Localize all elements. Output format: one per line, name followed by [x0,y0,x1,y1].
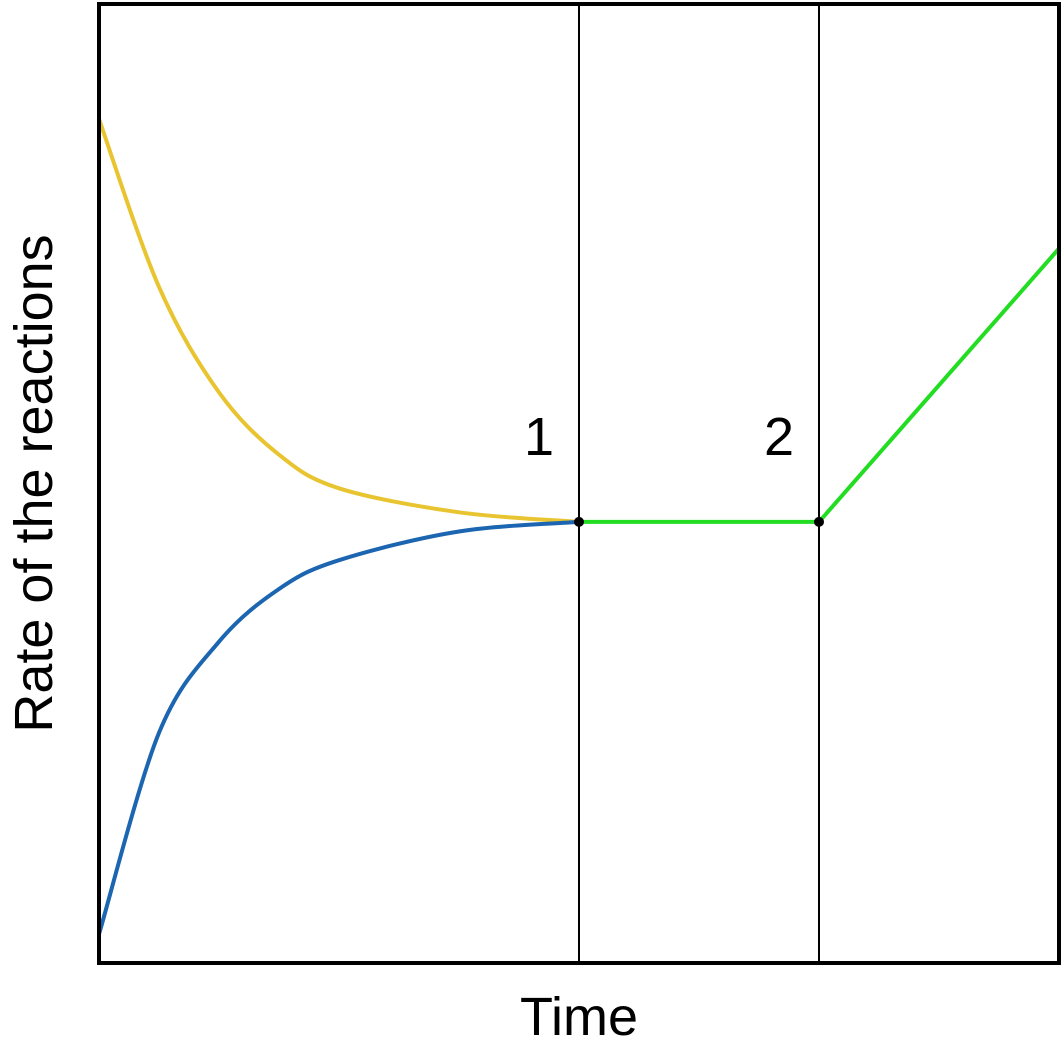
y-axis-label: Rate of the reactions [4,234,64,732]
marker-point-2 [814,516,824,527]
marker-lines [578,4,820,963]
marker-points [574,516,824,527]
series-line-1 [97,118,580,524]
x-axis-label: Time [520,987,638,1047]
marker-label-1: 1 [524,407,554,467]
marker-point-1 [574,516,584,527]
series-line-2 [97,519,580,935]
marker-label-2: 2 [764,407,794,467]
plot-frame [97,2,1061,965]
